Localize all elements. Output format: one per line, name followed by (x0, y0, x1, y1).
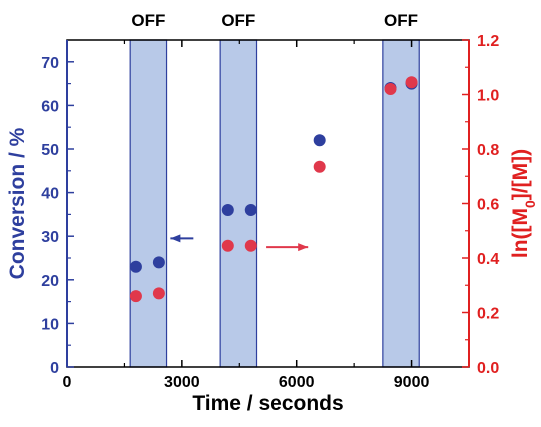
y-left-tick-label-1: 10 (41, 316, 59, 333)
off-label-0: OFF (131, 11, 165, 30)
arrow-head (170, 234, 181, 243)
y-left-axis: 0 10 20 30 40 50 60 70 (41, 40, 74, 377)
conversion-point-3 (244, 204, 257, 217)
off-shade-1 (219, 39, 258, 368)
y-right-tick-label-4: 0.8 (477, 142, 499, 159)
y-right-title-tail: ]/[M]) (509, 149, 532, 200)
x-tick-label-0: 0 (63, 374, 72, 391)
conversion-point-4 (313, 134, 326, 147)
conversion-point-0 (129, 260, 142, 273)
y-right-tick-label-3: 0.6 (477, 197, 499, 214)
x-tick-label-3: 9000 (394, 374, 430, 391)
y-left-tick-label-7: 70 (41, 55, 59, 72)
arrow-head (298, 243, 309, 252)
data-points (129, 76, 418, 303)
x-axis-title: Time / seconds (192, 392, 343, 415)
y-left-tick-label-0: 0 (50, 360, 59, 377)
y-right-tick-label-6: 1.2 (477, 33, 499, 50)
x-tick-label-1: 3000 (164, 374, 200, 391)
y-left-tick-label-4: 40 (41, 186, 59, 203)
conversion-point-2 (221, 204, 234, 217)
y-left-tick-label-6: 60 (41, 98, 59, 115)
arrow-left (170, 234, 194, 243)
y-left-tick-label-2: 20 (41, 273, 59, 290)
y-left-tick-label-3: 30 (41, 229, 59, 246)
ln-point-3 (244, 239, 257, 252)
off-label-1: OFF (221, 11, 255, 30)
arrow-right (266, 243, 309, 252)
arrows (170, 234, 309, 252)
y-left-axis-title: Conversion / % (6, 127, 29, 279)
ln-point-0 (129, 290, 142, 303)
conversion-point-1 (152, 256, 165, 269)
ln-point-6 (405, 76, 418, 89)
y-right-tick-label-1: 0.2 (477, 306, 499, 323)
x-axis: 0 3000 6000 9000 (63, 40, 430, 391)
off-period-labels: OFF OFF OFF (131, 11, 418, 30)
y-left-tick-label-5: 50 (41, 142, 59, 159)
off-label-2: OFF (384, 11, 418, 30)
ln-point-4 (313, 160, 326, 173)
y-right-axis-title: ln([M0]/[M]) (509, 149, 538, 258)
ln-point-1 (152, 287, 165, 300)
off-period-shades (129, 39, 420, 368)
y-right-tick-label-2: 0.4 (477, 251, 499, 268)
off-shade-0 (129, 39, 168, 368)
x-tick-label-2: 6000 (279, 374, 315, 391)
y-right-axis: 0.0 0.2 0.4 0.6 0.8 1.0 1.2 (462, 33, 499, 377)
y-right-tick-label-0: 0.0 (477, 360, 499, 377)
y-right-tick-label-5: 1.0 (477, 88, 499, 105)
y-right-title-base: ln([M (509, 208, 532, 258)
ln-point-2 (221, 239, 234, 252)
ln-point-5 (384, 83, 397, 96)
y-right-title-sub: 0 (522, 200, 538, 208)
